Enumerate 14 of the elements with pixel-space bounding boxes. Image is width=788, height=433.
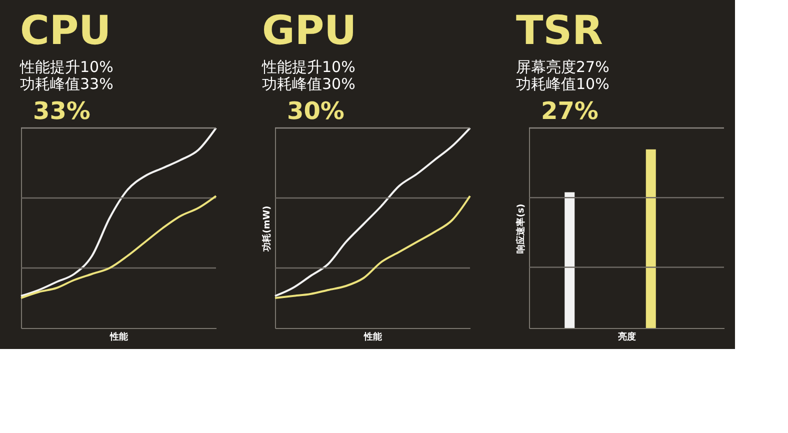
y-axis-title: 响应速率(s) — [516, 204, 526, 254]
text: 30% — [287, 97, 344, 125]
text: 27% — [541, 97, 598, 125]
text: 33% — [33, 97, 90, 125]
chart-title: GPU — [262, 8, 357, 54]
chart-title: CPU — [20, 8, 112, 54]
x-axis-title: 亮度 — [617, 332, 636, 342]
chart-title: TSR — [516, 8, 603, 54]
chart-subtitle: 屏幕亮度27% 功耗峰值10% — [516, 58, 610, 93]
y-axis-title: 功耗(mW) — [262, 206, 272, 252]
chart-subtitle: 性能提升10% 功耗峰值33% — [19, 58, 114, 93]
chart-subtitle: 性能提升10% 功耗峰值30% — [261, 58, 356, 93]
x-axis-title: 性能 — [363, 332, 383, 342]
x-axis-title: 性能 — [109, 332, 129, 342]
